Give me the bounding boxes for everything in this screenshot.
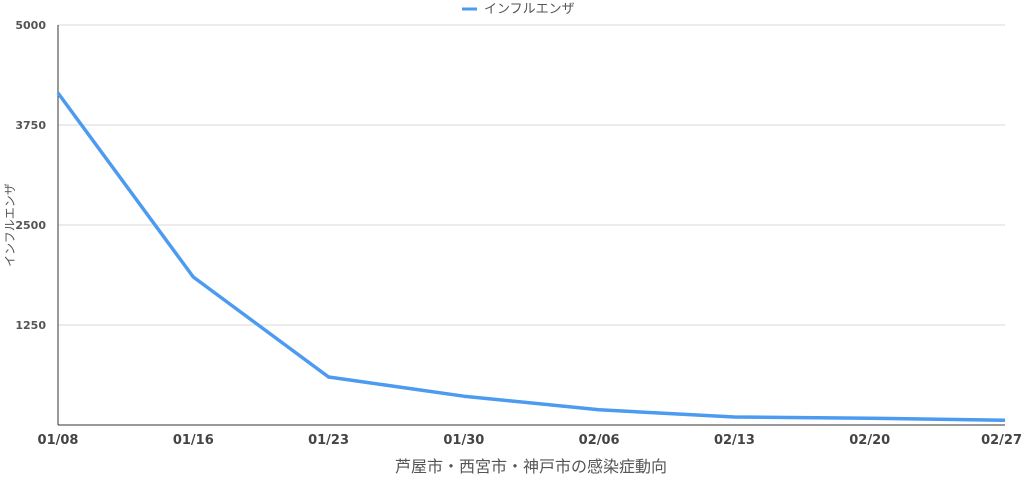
y-axis-ticks: 1250 2500 3750 5000 <box>15 19 46 332</box>
x-tick-label: 01/23 <box>308 433 349 448</box>
x-axis-ticks: 01/08 01/16 01/23 01/30 02/06 02/13 02/20 02/27 <box>38 433 1022 448</box>
x-tick-label: 02/06 <box>579 433 620 448</box>
x-tick-label: 02/27 <box>981 433 1022 448</box>
series-line <box>56 91 1006 422</box>
series-layer <box>56 91 1006 422</box>
y-tick-label: 1250 <box>15 319 46 332</box>
y-axis-label: インフルエンザ <box>3 183 17 267</box>
x-tick-label: 01/30 <box>443 433 484 448</box>
legend-label: インフルエンザ <box>484 2 575 17</box>
x-tick-label: 02/20 <box>849 433 890 448</box>
y-tick-label: 3750 <box>15 119 46 132</box>
x-tick-label: 02/13 <box>714 433 755 448</box>
x-axis-label: 芦屋市・西宮市・神戸市の感染症動向 <box>395 457 667 476</box>
x-tick-label: 01/08 <box>38 433 79 448</box>
y-tick-label: 5000 <box>15 19 46 32</box>
x-tick-label: 01/16 <box>173 433 214 448</box>
gridlines <box>58 24 1005 326</box>
y-tick-label: 2500 <box>15 219 46 232</box>
legend: インフルエンザ <box>462 2 575 17</box>
